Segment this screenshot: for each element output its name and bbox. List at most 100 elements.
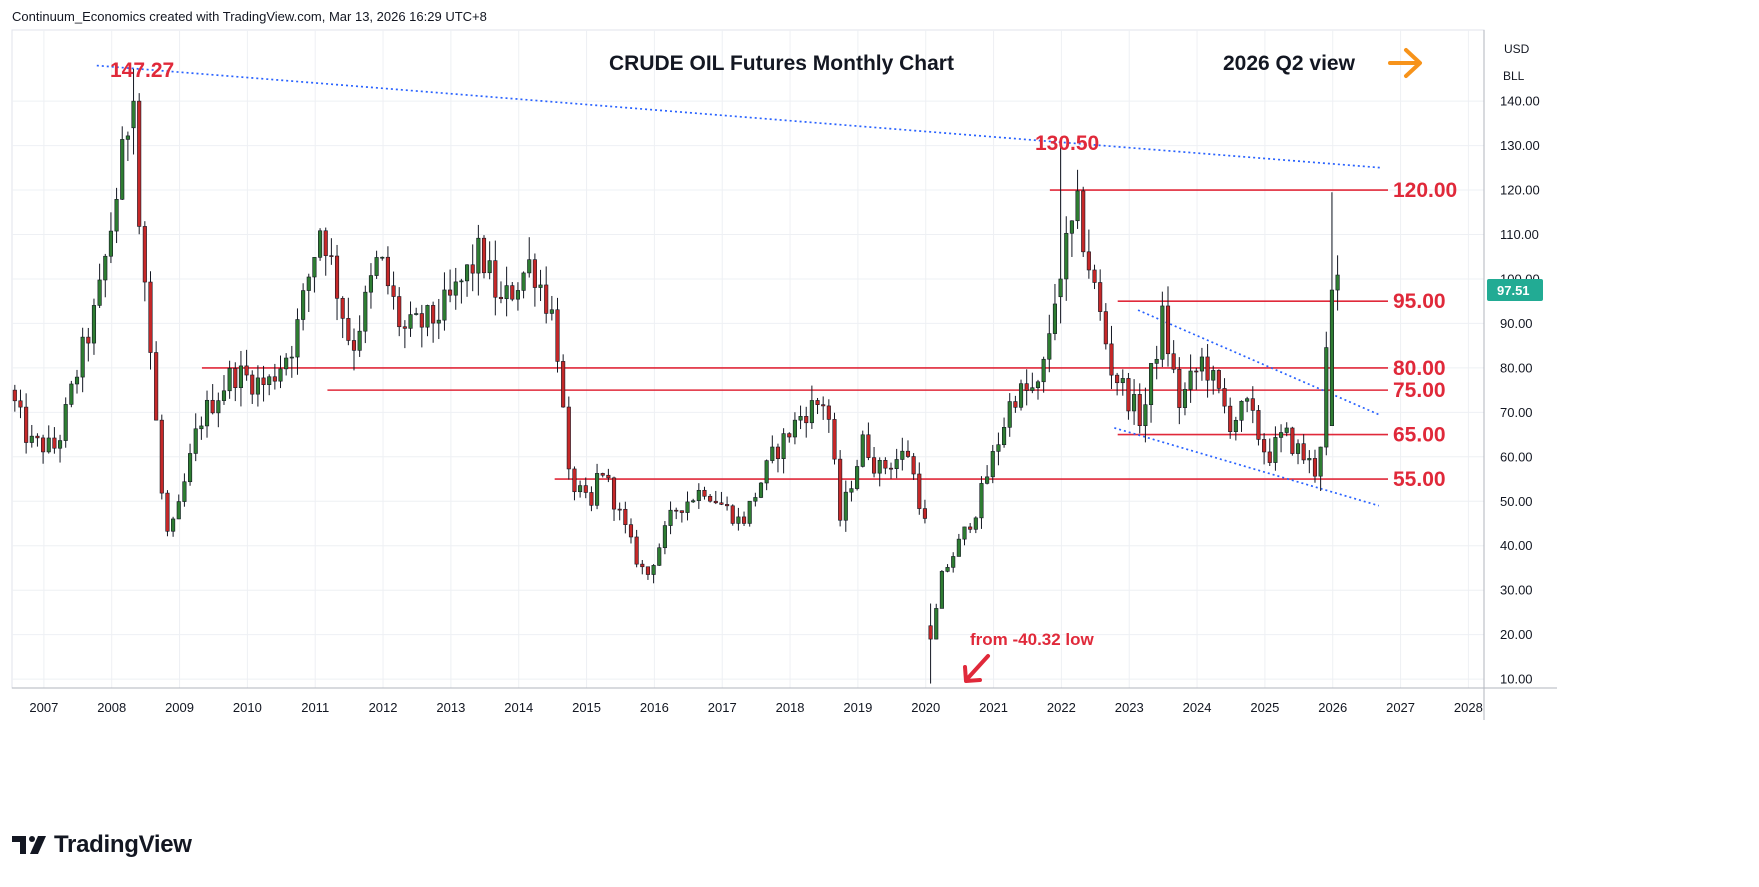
low-note-label: from -40.32 low [970, 630, 1095, 649]
y-tick-label: 130.00 [1500, 138, 1540, 153]
x-tick-label: 2022 [1047, 700, 1076, 715]
candle-body [29, 435, 34, 443]
trend-line [96, 64, 1383, 169]
candle-body [872, 457, 877, 474]
candle-body [385, 256, 390, 287]
candle-body [736, 516, 741, 524]
candle-body [1109, 343, 1114, 376]
chart-header-credit: Continuum_Economics created with Trading… [12, 9, 487, 24]
x-tick-label: 2024 [1183, 700, 1212, 715]
candle-body [758, 482, 764, 498]
candle-body [1024, 383, 1029, 391]
level-label: 120.00 [1393, 179, 1457, 202]
red-arrow-icon [966, 654, 990, 680]
candle-body [1064, 232, 1069, 280]
candle-body [306, 276, 311, 291]
candle-body [815, 400, 820, 405]
y-tick-label: 50.00 [1500, 494, 1533, 509]
candle-body [408, 314, 413, 329]
candle-body [996, 444, 1001, 452]
candle-body [1120, 378, 1125, 384]
candle-body [1324, 347, 1329, 448]
candle-body [510, 285, 515, 300]
candle-body [917, 473, 922, 509]
candle-body [1047, 333, 1052, 360]
candle-body [301, 290, 306, 320]
x-tick-label: 2008 [97, 700, 126, 715]
candle-body [1160, 305, 1165, 360]
candle-body [781, 433, 786, 459]
candle-body [973, 517, 978, 530]
candle-body [1165, 305, 1171, 355]
y-tick-label: 10.00 [1500, 672, 1533, 687]
x-tick-label: 2019 [843, 700, 872, 715]
candle-body [329, 255, 334, 257]
candle-body [1143, 404, 1148, 427]
candle-body [233, 368, 238, 388]
candle-body [154, 352, 159, 421]
candle-body [657, 547, 662, 566]
orange-arrow-head-icon [1404, 48, 1422, 78]
candle-body [1018, 383, 1024, 408]
candle-body [272, 376, 277, 382]
tradingview-logo[interactable]: TradingView [12, 831, 192, 859]
candle-body [532, 259, 537, 288]
candle-body [425, 305, 430, 328]
candle-body [798, 416, 803, 421]
x-tick-label: 2028 [1454, 700, 1483, 715]
candle-body [583, 485, 588, 493]
candle-body [114, 199, 119, 232]
y-tick-label: 70.00 [1500, 405, 1533, 420]
annotation-labels: 120.0095.0080.0075.0065.0055.0097.51CRUD… [110, 48, 1543, 683]
candle-body [979, 483, 984, 519]
candle-body [985, 476, 990, 484]
candle-body [544, 284, 549, 314]
candle-body [1069, 220, 1074, 234]
candle-body [125, 135, 130, 140]
candle-body [696, 489, 701, 501]
candle-body [888, 467, 894, 470]
footer: TradingView [12, 830, 192, 860]
candle-body [651, 565, 656, 575]
candle-body [419, 313, 424, 328]
candle-body [357, 330, 362, 351]
candle-body [250, 374, 255, 395]
candle-body [1205, 356, 1210, 381]
candle-body [702, 489, 707, 497]
y-tick-label: 60.00 [1500, 449, 1533, 464]
candle-body [323, 230, 328, 256]
candle-body [1182, 389, 1188, 408]
candle-body [645, 566, 650, 575]
tradingview-wordmark: TradingView [54, 831, 192, 858]
candle-body [1222, 388, 1227, 407]
candle-body [402, 326, 407, 329]
candle-body [267, 376, 272, 385]
candle-body [945, 567, 950, 572]
candle-body [289, 356, 294, 359]
candle-body [956, 538, 961, 557]
candle-body [1279, 432, 1284, 438]
candle-body [74, 376, 80, 385]
red-arrow-head-icon [963, 665, 982, 683]
candle-body [504, 285, 509, 300]
candle-body [318, 230, 323, 258]
candle-body [97, 279, 102, 306]
candle-body [1052, 303, 1058, 334]
candle-body [1239, 400, 1244, 421]
candle-body [131, 100, 136, 129]
candle-body [1211, 370, 1216, 381]
candle-body [617, 508, 622, 511]
candle-body [611, 477, 617, 510]
candle-body [35, 435, 40, 439]
x-tick-label: 2025 [1250, 700, 1279, 715]
candle-body [855, 466, 860, 489]
candle-body [1312, 458, 1318, 477]
chart-canvas[interactable]: 2007 2008 2009 2010 2011 2012 2013 2014 2015 2016… [0, 0, 1759, 830]
candle-body [725, 504, 730, 507]
candle-body [91, 305, 97, 344]
candle-body [1290, 427, 1295, 454]
candle-body [1137, 394, 1142, 427]
candle-body [498, 296, 504, 300]
candle-body [57, 440, 63, 449]
candle-body [171, 518, 176, 532]
